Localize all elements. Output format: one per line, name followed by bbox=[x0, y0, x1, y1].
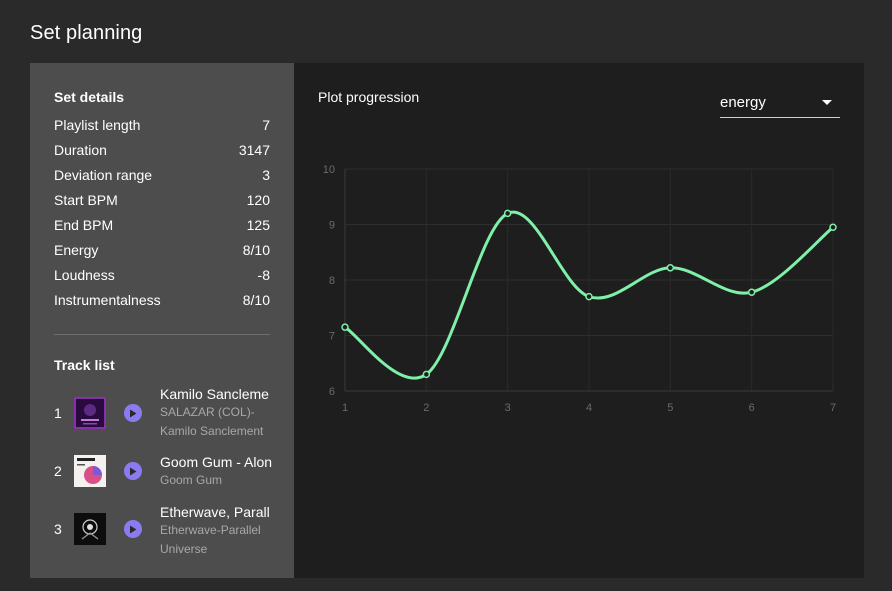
detail-label: Start BPM bbox=[54, 192, 118, 208]
play-icon bbox=[130, 467, 137, 475]
detail-value: 3 bbox=[262, 167, 270, 183]
detail-value: 3147 bbox=[238, 142, 270, 158]
set-details-title: Set details bbox=[54, 89, 125, 105]
detail-row: Duration 3147 bbox=[54, 141, 270, 166]
track-item[interactable]: 3 Etherwave, Parall Etherwave-Parallel U… bbox=[54, 501, 294, 559]
play-icon bbox=[130, 409, 137, 417]
x-tick-label: 7 bbox=[830, 402, 836, 414]
track-item[interactable]: 1 Kamilo Sancleme SALAZAR (COL)- Kamilo … bbox=[54, 385, 294, 443]
track-text: Etherwave, Parall Etherwave-Parallel Uni… bbox=[160, 503, 294, 559]
detail-value: 8/10 bbox=[242, 242, 270, 258]
y-tick-label: 6 bbox=[329, 386, 335, 398]
detail-label: End BPM bbox=[54, 217, 114, 233]
divider bbox=[54, 334, 270, 335]
page-title: Set planning bbox=[30, 22, 143, 44]
data-point bbox=[747, 288, 756, 296]
play-button[interactable] bbox=[124, 520, 142, 538]
detail-row: Loudness -8 bbox=[54, 266, 270, 291]
y-tick-label: 10 bbox=[323, 164, 335, 176]
sidebar: Set details Playlist length 7 Duration 314… bbox=[30, 63, 294, 578]
track-number: 3 bbox=[54, 521, 62, 537]
detail-label: Loudness bbox=[54, 267, 115, 283]
detail-row: End BPM 125 bbox=[54, 216, 270, 241]
data-point bbox=[341, 323, 349, 331]
detail-value: 7 bbox=[262, 117, 270, 133]
track-item[interactable]: 2 Goom Gum - Alon Goom Gum bbox=[54, 453, 294, 511]
x-tick-label: 1 bbox=[342, 402, 348, 414]
detail-value: 120 bbox=[246, 192, 270, 208]
detail-label: Instrumentalness bbox=[54, 292, 161, 308]
y-tick-label: 8 bbox=[329, 275, 335, 287]
x-tick-label: 3 bbox=[505, 402, 511, 414]
track-title: Goom Gum - Alon bbox=[160, 454, 273, 470]
detail-row: Energy 8/10 bbox=[54, 241, 270, 266]
set-planning-card: Set details Playlist length 7 Duration 314… bbox=[30, 63, 864, 578]
track-text: Kamilo Sancleme SALAZAR (COL)- Kamilo Sa… bbox=[160, 385, 294, 441]
track-artist: Goom Gum bbox=[160, 473, 223, 487]
x-tick-label: 5 bbox=[667, 402, 673, 414]
track-number: 1 bbox=[54, 405, 62, 421]
data-point bbox=[585, 292, 593, 301]
play-button[interactable] bbox=[124, 404, 142, 422]
progression-chart: 6 7 8 9 10 1 2 3 4 5 6 7 bbox=[323, 164, 837, 414]
x-tick-label: 2 bbox=[423, 402, 429, 414]
chevron-down-icon bbox=[822, 100, 832, 105]
detail-row: Playlist length 7 bbox=[54, 116, 270, 141]
detail-value: -8 bbox=[257, 267, 270, 283]
track-list-title: Track list bbox=[54, 357, 115, 373]
plot-progression-label: Plot progression bbox=[318, 89, 420, 105]
track-title: Kamilo Sancleme bbox=[160, 386, 269, 402]
album-art-icon bbox=[74, 397, 106, 429]
plot-panel: Plot progression energy 6 7 8 9 10 1 2 3 4 5 6 7 bbox=[294, 63, 864, 578]
x-tick-label: 6 bbox=[749, 402, 755, 414]
detail-value: 125 bbox=[246, 217, 270, 233]
data-point bbox=[422, 370, 431, 379]
y-tick-label: 7 bbox=[329, 331, 335, 343]
detail-label: Deviation range bbox=[54, 167, 153, 183]
track-text: Goom Gum - Alon Goom Gum bbox=[160, 453, 294, 490]
play-button[interactable] bbox=[124, 462, 142, 480]
album-art-icon bbox=[74, 455, 106, 487]
detail-label: Playlist length bbox=[54, 117, 141, 133]
track-artist: Etherwave-Parallel Universe bbox=[160, 523, 261, 556]
data-point bbox=[666, 264, 675, 272]
track-title: Etherwave, Parall bbox=[160, 504, 270, 520]
y-tick-label: 9 bbox=[329, 220, 335, 232]
metric-select-value: energy bbox=[720, 94, 766, 111]
metric-select[interactable]: energy bbox=[720, 87, 840, 118]
play-icon bbox=[130, 525, 137, 533]
track-number: 2 bbox=[54, 463, 62, 479]
data-point bbox=[503, 209, 512, 218]
detail-row: Deviation range 3 bbox=[54, 166, 270, 191]
detail-row: Instrumentalness 8/10 bbox=[54, 291, 270, 316]
album-art-icon bbox=[74, 513, 106, 545]
x-tick-label: 4 bbox=[586, 402, 592, 414]
data-point bbox=[829, 223, 837, 232]
detail-label: Duration bbox=[54, 142, 107, 158]
detail-label: Energy bbox=[54, 242, 99, 258]
detail-row: Start BPM 120 bbox=[54, 191, 270, 216]
set-details-list: Playlist length 7 Duration 3147 Deviation … bbox=[54, 116, 270, 316]
detail-value: 8/10 bbox=[242, 292, 270, 308]
track-artist: SALAZAR (COL)- Kamilo Sanclement bbox=[160, 405, 264, 438]
